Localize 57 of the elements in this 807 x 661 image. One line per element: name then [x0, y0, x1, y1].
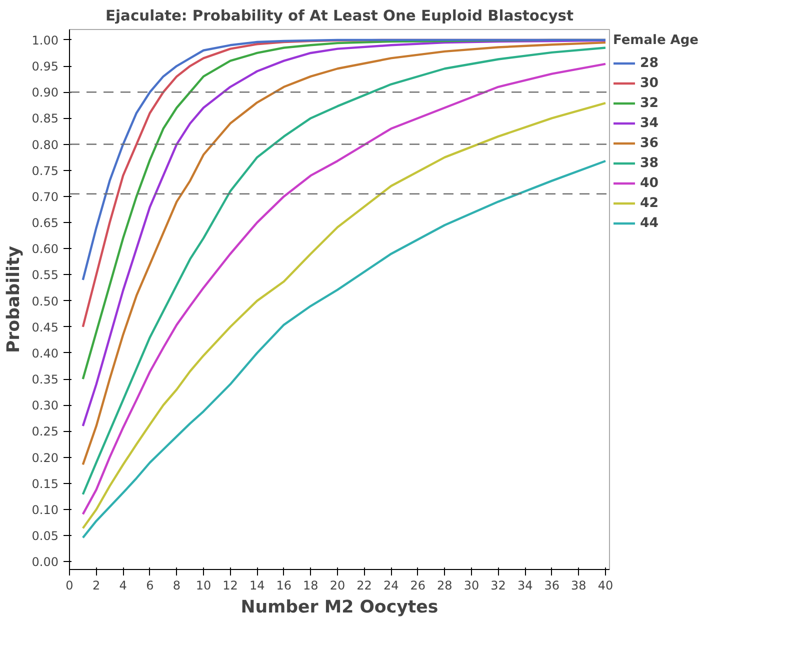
y-tick-label: 0.10: [32, 503, 58, 517]
x-tick-label: 30: [464, 578, 480, 592]
line-series: [82, 38, 607, 282]
y-tick-label: 0.75: [32, 164, 58, 178]
legend-label: 32: [640, 96, 660, 110]
x-tick-label: 36: [544, 578, 560, 592]
x-axis-title: Number M2 Oocytes: [240, 598, 438, 618]
x-tick-label: 24: [383, 578, 399, 592]
x-tick-label: 2: [92, 578, 100, 592]
x-tick-label: 40: [598, 578, 614, 592]
legend-label: 44: [640, 216, 660, 230]
y-tick-label: 0.05: [32, 529, 58, 544]
x-tick-label: 6: [146, 578, 154, 592]
y-tick-label: 0.70: [32, 190, 58, 204]
y-tick-label: 0.55: [32, 268, 58, 282]
y-tick-label: 0.00: [32, 555, 58, 570]
legend-label: 28: [640, 56, 660, 70]
legend-label: 34: [640, 116, 660, 130]
legend-label: 38: [640, 156, 660, 170]
x-tick-label: 38: [571, 578, 586, 592]
x-tick-label: 4: [119, 578, 127, 592]
y-axis-title: Probability: [4, 246, 24, 354]
legend-title: Female Age: [613, 33, 698, 48]
y-tick-label: 0.60: [32, 242, 58, 256]
x-tick-label: 20: [330, 578, 346, 592]
legend-label: 42: [640, 196, 660, 210]
x-tick-label: 8: [172, 578, 181, 592]
y-tick-label: 0.15: [32, 476, 58, 491]
y-tick-label: 0.50: [32, 294, 58, 308]
y-tick-label: 0.95: [32, 60, 58, 74]
y-tick-label: 0.80: [32, 138, 58, 152]
x-tick-label: 34: [517, 578, 533, 592]
y-tick-label: 1.00: [32, 33, 58, 48]
x-tick-label: 16: [276, 578, 292, 592]
x-tick-label: 18: [303, 578, 318, 592]
legend-label: 30: [640, 76, 660, 90]
x-tick-label: 32: [490, 578, 506, 592]
x-tick-label: 22: [356, 578, 372, 592]
y-tick-label: 0.45: [32, 320, 58, 334]
legend-label: 36: [640, 136, 660, 150]
y-tick-label: 0.40: [32, 346, 58, 360]
y-tick-label: 0.20: [32, 450, 58, 465]
y-tick-label: 0.85: [32, 112, 58, 126]
y-tick-label: 0.25: [32, 424, 58, 439]
y-tick-label: 0.30: [32, 398, 58, 413]
line-series: [82, 160, 607, 539]
x-tick-label: 12: [222, 578, 238, 592]
y-tick-label: 0.35: [32, 372, 58, 387]
x-tick-label: 0: [66, 578, 74, 592]
legend-label: 40: [640, 176, 660, 190]
x-tick-label: 26: [410, 578, 426, 592]
y-tick-label: 0.65: [32, 216, 58, 230]
x-tick-label: 14: [249, 578, 265, 592]
x-tick-label: 28: [437, 578, 452, 592]
x-tick-label: 10: [196, 578, 212, 592]
y-tick-label: 0.90: [32, 86, 58, 100]
chart-title: Ejaculate: Probability of At Least One Euploid Blastocyst: [106, 8, 574, 24]
